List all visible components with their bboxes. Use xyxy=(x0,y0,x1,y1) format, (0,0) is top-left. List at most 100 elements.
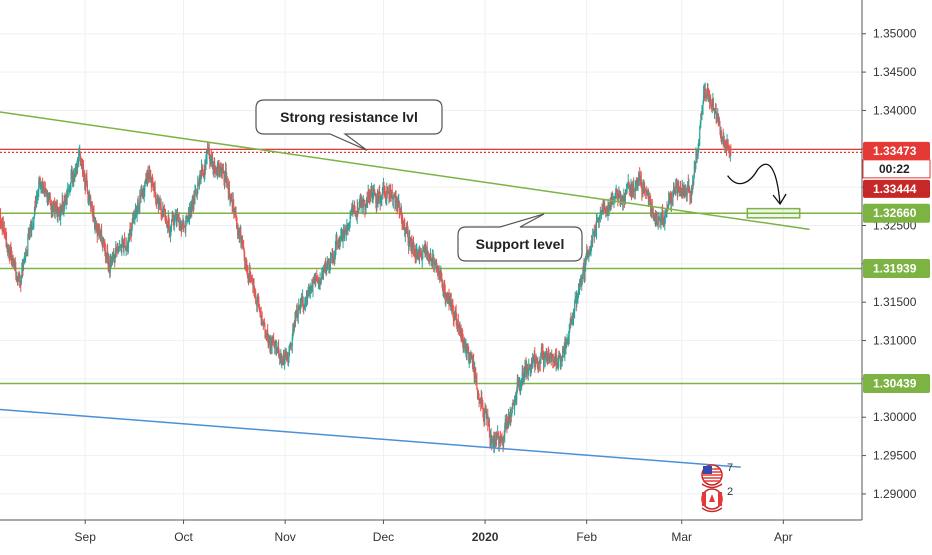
candle-down[interactable] xyxy=(317,274,319,285)
candle-up[interactable] xyxy=(359,194,361,208)
candle-up[interactable] xyxy=(658,216,660,221)
candle-up[interactable] xyxy=(163,207,165,218)
candle-up[interactable] xyxy=(484,402,486,414)
candle-down[interactable] xyxy=(318,277,320,287)
candle-down[interactable] xyxy=(266,330,268,342)
candle-up[interactable] xyxy=(187,215,189,225)
candle-down[interactable] xyxy=(364,199,366,218)
candle-down[interactable] xyxy=(89,191,91,201)
candle-down[interactable] xyxy=(462,329,464,348)
candle-up[interactable] xyxy=(66,188,68,205)
candle-up[interactable] xyxy=(602,209,604,215)
candle-down[interactable] xyxy=(687,174,689,194)
candle-up[interactable] xyxy=(563,345,565,358)
candle-down[interactable] xyxy=(506,413,508,434)
candle-up[interactable] xyxy=(551,353,553,359)
candle-up[interactable] xyxy=(90,201,92,208)
candle-up[interactable] xyxy=(14,258,16,271)
candle-down[interactable] xyxy=(700,111,702,120)
candle-up[interactable] xyxy=(424,240,426,258)
candle-down[interactable] xyxy=(435,259,437,268)
candle-up[interactable] xyxy=(327,259,329,270)
candle-down[interactable] xyxy=(680,188,682,197)
candle-up[interactable] xyxy=(573,308,575,325)
candle-up[interactable] xyxy=(159,195,161,211)
candle-down[interactable] xyxy=(606,205,608,214)
candle-up[interactable] xyxy=(701,107,703,115)
candle-down[interactable] xyxy=(278,339,280,358)
candle-down[interactable] xyxy=(293,322,295,334)
candle-up[interactable] xyxy=(95,217,97,229)
candle-up[interactable] xyxy=(337,239,339,249)
candle-down[interactable] xyxy=(26,250,28,257)
candle-down[interactable] xyxy=(447,292,449,302)
candle-down[interactable] xyxy=(483,412,485,427)
candle-down[interactable] xyxy=(127,240,129,255)
candle-up[interactable] xyxy=(126,242,128,252)
candle-down[interactable] xyxy=(692,180,694,190)
candle-down[interactable] xyxy=(30,219,32,238)
candle-down[interactable] xyxy=(39,177,41,190)
candle-down[interactable] xyxy=(522,365,524,386)
candle-down[interactable] xyxy=(62,195,64,212)
candle-down[interactable] xyxy=(726,141,728,157)
candle-up[interactable] xyxy=(547,350,549,364)
candle-down[interactable] xyxy=(231,200,233,213)
candle-up[interactable] xyxy=(263,321,265,328)
candle-down[interactable] xyxy=(413,236,415,256)
candle-down[interactable] xyxy=(476,387,478,400)
candle-down[interactable] xyxy=(688,185,690,194)
candle-up[interactable] xyxy=(296,304,298,317)
candle-down[interactable] xyxy=(683,185,685,199)
candle-up[interactable] xyxy=(453,311,455,322)
candle-up[interactable] xyxy=(78,146,80,162)
candle-down[interactable] xyxy=(46,190,48,204)
candle-down[interactable] xyxy=(3,221,5,239)
candle-up[interactable] xyxy=(387,191,389,194)
candle-up[interactable] xyxy=(592,232,594,237)
candle-down[interactable] xyxy=(42,177,44,194)
candle-down[interactable] xyxy=(608,201,610,215)
candle-up[interactable] xyxy=(61,192,63,215)
candle-down[interactable] xyxy=(461,327,463,344)
candle-up[interactable] xyxy=(522,372,524,384)
candle-down[interactable] xyxy=(374,189,376,196)
candle-up[interactable] xyxy=(221,167,223,179)
candle-up[interactable] xyxy=(73,168,75,187)
candle-down[interactable] xyxy=(604,198,606,213)
candle-up[interactable] xyxy=(520,378,522,389)
candle-up[interactable] xyxy=(335,231,337,246)
candle-up[interactable] xyxy=(405,222,407,234)
candle-up[interactable] xyxy=(118,246,120,248)
candle-down[interactable] xyxy=(633,189,635,192)
candle-up[interactable] xyxy=(364,203,366,210)
candle-up[interactable] xyxy=(626,183,628,195)
candle-down[interactable] xyxy=(611,192,613,207)
candle-down[interactable] xyxy=(541,343,543,361)
candle-up[interactable] xyxy=(118,247,120,254)
candle-up[interactable] xyxy=(240,237,242,245)
candle-down[interactable] xyxy=(303,303,305,315)
candle-down[interactable] xyxy=(165,208,167,224)
candle-up[interactable] xyxy=(239,227,241,243)
candle-down[interactable] xyxy=(671,191,673,203)
candle-down[interactable] xyxy=(444,279,446,300)
candle-down[interactable] xyxy=(133,210,135,224)
candle-up[interactable] xyxy=(669,192,671,205)
candle-up[interactable] xyxy=(534,358,536,370)
candle-up[interactable] xyxy=(577,292,579,304)
candle-down[interactable] xyxy=(360,193,362,208)
candle-up[interactable] xyxy=(70,169,72,191)
candle-up[interactable] xyxy=(597,218,599,223)
event-markers[interactable]: 72 xyxy=(701,462,733,513)
candle-down[interactable] xyxy=(640,171,642,189)
candle-down[interactable] xyxy=(649,196,651,201)
candle-down[interactable] xyxy=(503,430,505,440)
candle-down[interactable] xyxy=(555,348,557,366)
candle-up[interactable] xyxy=(367,184,369,203)
candle-down[interactable] xyxy=(162,205,164,217)
candle-down[interactable] xyxy=(541,346,543,359)
candle-up[interactable] xyxy=(504,414,506,432)
candle-down[interactable] xyxy=(674,186,676,195)
candle-up[interactable] xyxy=(275,340,277,356)
